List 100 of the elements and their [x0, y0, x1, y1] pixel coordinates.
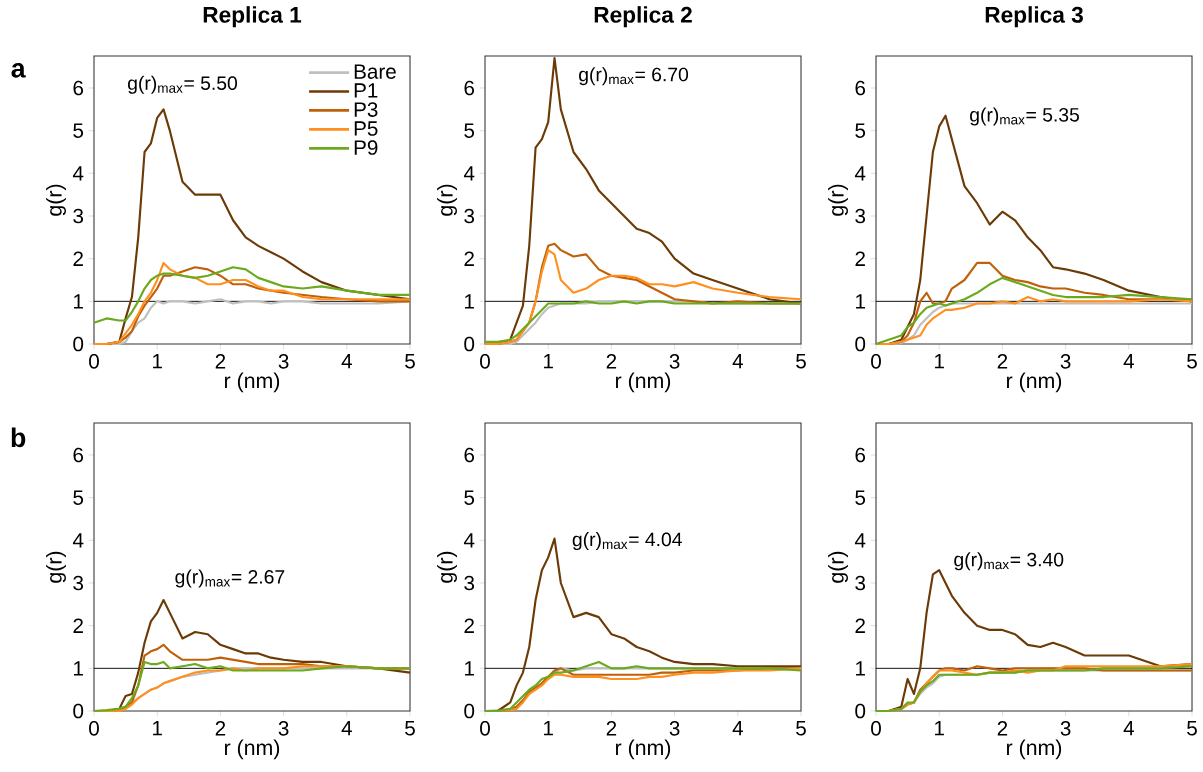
- x-tick-label: 0: [89, 354, 99, 369]
- y-tick-label: 0: [855, 336, 866, 352]
- x-tick-label: 5: [1187, 354, 1197, 369]
- y-tick-label: 2: [73, 618, 83, 633]
- y-tick-label: 2: [73, 251, 83, 266]
- x-tick-label: 3: [278, 354, 289, 369]
- x-tick-label: 1: [935, 721, 944, 736]
- y-tick-label: 6: [464, 447, 475, 463]
- legend-label: P9: [354, 140, 378, 155]
- x-tick-label: 3: [1060, 354, 1071, 369]
- x-tick-label: 4: [1123, 721, 1134, 736]
- legend-label: P5: [354, 121, 378, 136]
- y-tick-label: 5: [464, 123, 475, 138]
- x-tick-label: 3: [1060, 721, 1071, 736]
- x-tick-label: 0: [480, 354, 490, 369]
- x-tick-label: 3: [669, 354, 680, 369]
- y-tick-label: 4: [463, 533, 475, 548]
- x-tick-label: 4: [732, 721, 743, 736]
- y-axis-title: g(r): [46, 184, 66, 216]
- x-tick-label: 5: [796, 721, 806, 736]
- y-tick-label: 4: [463, 166, 475, 181]
- text: a: [11, 63, 26, 78]
- x-tick-label: 2: [997, 721, 1008, 736]
- y-tick-label: 3: [73, 208, 84, 224]
- y-tick-label: 1: [74, 661, 83, 676]
- x-tick-label: 0: [871, 721, 881, 736]
- y-tick-label: 1: [465, 661, 474, 676]
- y-tick-label: 5: [73, 490, 84, 505]
- chart-title: Replica 2: [594, 6, 692, 28]
- y-tick-label: 3: [464, 575, 475, 591]
- y-axis-title: g(r): [828, 551, 848, 583]
- x-tick-label: 5: [405, 721, 415, 736]
- y-tick-label: 4: [72, 166, 84, 181]
- x-axis-title: r (nm): [615, 739, 671, 760]
- y-tick-label: 0: [73, 703, 84, 719]
- y-axis-title: g(r): [46, 551, 66, 583]
- y-axis-title: g(r): [437, 184, 457, 216]
- y-tick-label: 3: [73, 575, 84, 591]
- x-tick-label: 2: [215, 354, 226, 369]
- chart-title: Replica 1: [203, 6, 302, 28]
- y-tick-label: 2: [464, 251, 474, 266]
- y-tick-label: 6: [73, 80, 84, 96]
- x-tick-label: 1: [153, 354, 162, 369]
- y-tick-label: 2: [855, 618, 865, 633]
- x-tick-label: 3: [278, 721, 289, 736]
- x-tick-label: 5: [1187, 721, 1197, 736]
- y-tick-label: 3: [464, 208, 475, 224]
- x-tick-label: 1: [153, 721, 162, 736]
- x-axis-title: r (nm): [1006, 372, 1062, 393]
- y-tick-label: 4: [854, 533, 866, 548]
- y-tick-label: 5: [464, 490, 475, 505]
- x-axis-title: r (nm): [615, 372, 671, 393]
- y-tick-label: 1: [856, 294, 865, 309]
- y-tick-label: 6: [855, 447, 866, 463]
- x-tick-label: 2: [606, 354, 617, 369]
- x-tick-label: 3: [669, 721, 680, 736]
- annotation: g(r)$_{max}$= 5.50: [128, 75, 238, 94]
- x-tick-label: 1: [544, 721, 553, 736]
- y-tick-label: 0: [464, 336, 475, 352]
- y-tick-label: 4: [854, 166, 866, 181]
- y-tick-label: 6: [855, 80, 866, 96]
- y-tick-label: 4: [72, 533, 84, 548]
- legend-label: P1: [354, 83, 378, 98]
- y-axis-title: g(r): [437, 551, 457, 583]
- chart-title: Replica 3: [985, 6, 1083, 28]
- x-tick-label: 4: [732, 354, 743, 369]
- y-tick-label: 5: [855, 123, 866, 138]
- y-tick-label: 0: [73, 336, 84, 352]
- annotation: g(r)$_{max}$= 5.35: [970, 107, 1080, 126]
- x-axis-title: r (nm): [1006, 739, 1062, 760]
- y-tick-label: 0: [855, 703, 866, 719]
- annotation: g(r)$_{max}$= 6.70: [579, 67, 689, 86]
- x-tick-label: 4: [341, 354, 352, 369]
- x-tick-label: 0: [89, 721, 99, 736]
- x-tick-label: 1: [935, 354, 944, 369]
- x-tick-label: 4: [1123, 354, 1134, 369]
- y-tick-label: 2: [464, 618, 474, 633]
- x-axis-title: r (nm): [224, 739, 280, 760]
- y-tick-label: 3: [855, 208, 866, 224]
- y-tick-label: 1: [74, 294, 83, 309]
- text: b: [11, 427, 26, 448]
- x-tick-label: 5: [405, 354, 415, 369]
- y-tick-label: 2: [855, 251, 865, 266]
- legend-label: Bare: [354, 64, 396, 79]
- y-axis-title: g(r): [828, 184, 848, 216]
- x-tick-label: 1: [544, 354, 553, 369]
- x-axis-title: r (nm): [224, 372, 280, 393]
- y-tick-label: 6: [73, 447, 84, 463]
- annotation: g(r)$_{max}$= 3.40: [954, 552, 1064, 571]
- x-tick-label: 5: [796, 354, 806, 369]
- y-tick-label: 5: [855, 490, 866, 505]
- x-tick-label: 2: [215, 721, 226, 736]
- annotation: g(r)$_{max}$= 4.04: [572, 532, 682, 551]
- y-tick-label: 1: [465, 294, 474, 309]
- x-tick-label: 4: [341, 721, 352, 736]
- y-tick-label: 6: [464, 80, 475, 96]
- y-tick-label: 5: [73, 123, 84, 138]
- x-tick-label: 2: [997, 354, 1008, 369]
- y-tick-label: 0: [464, 703, 475, 719]
- x-tick-label: 0: [871, 354, 881, 369]
